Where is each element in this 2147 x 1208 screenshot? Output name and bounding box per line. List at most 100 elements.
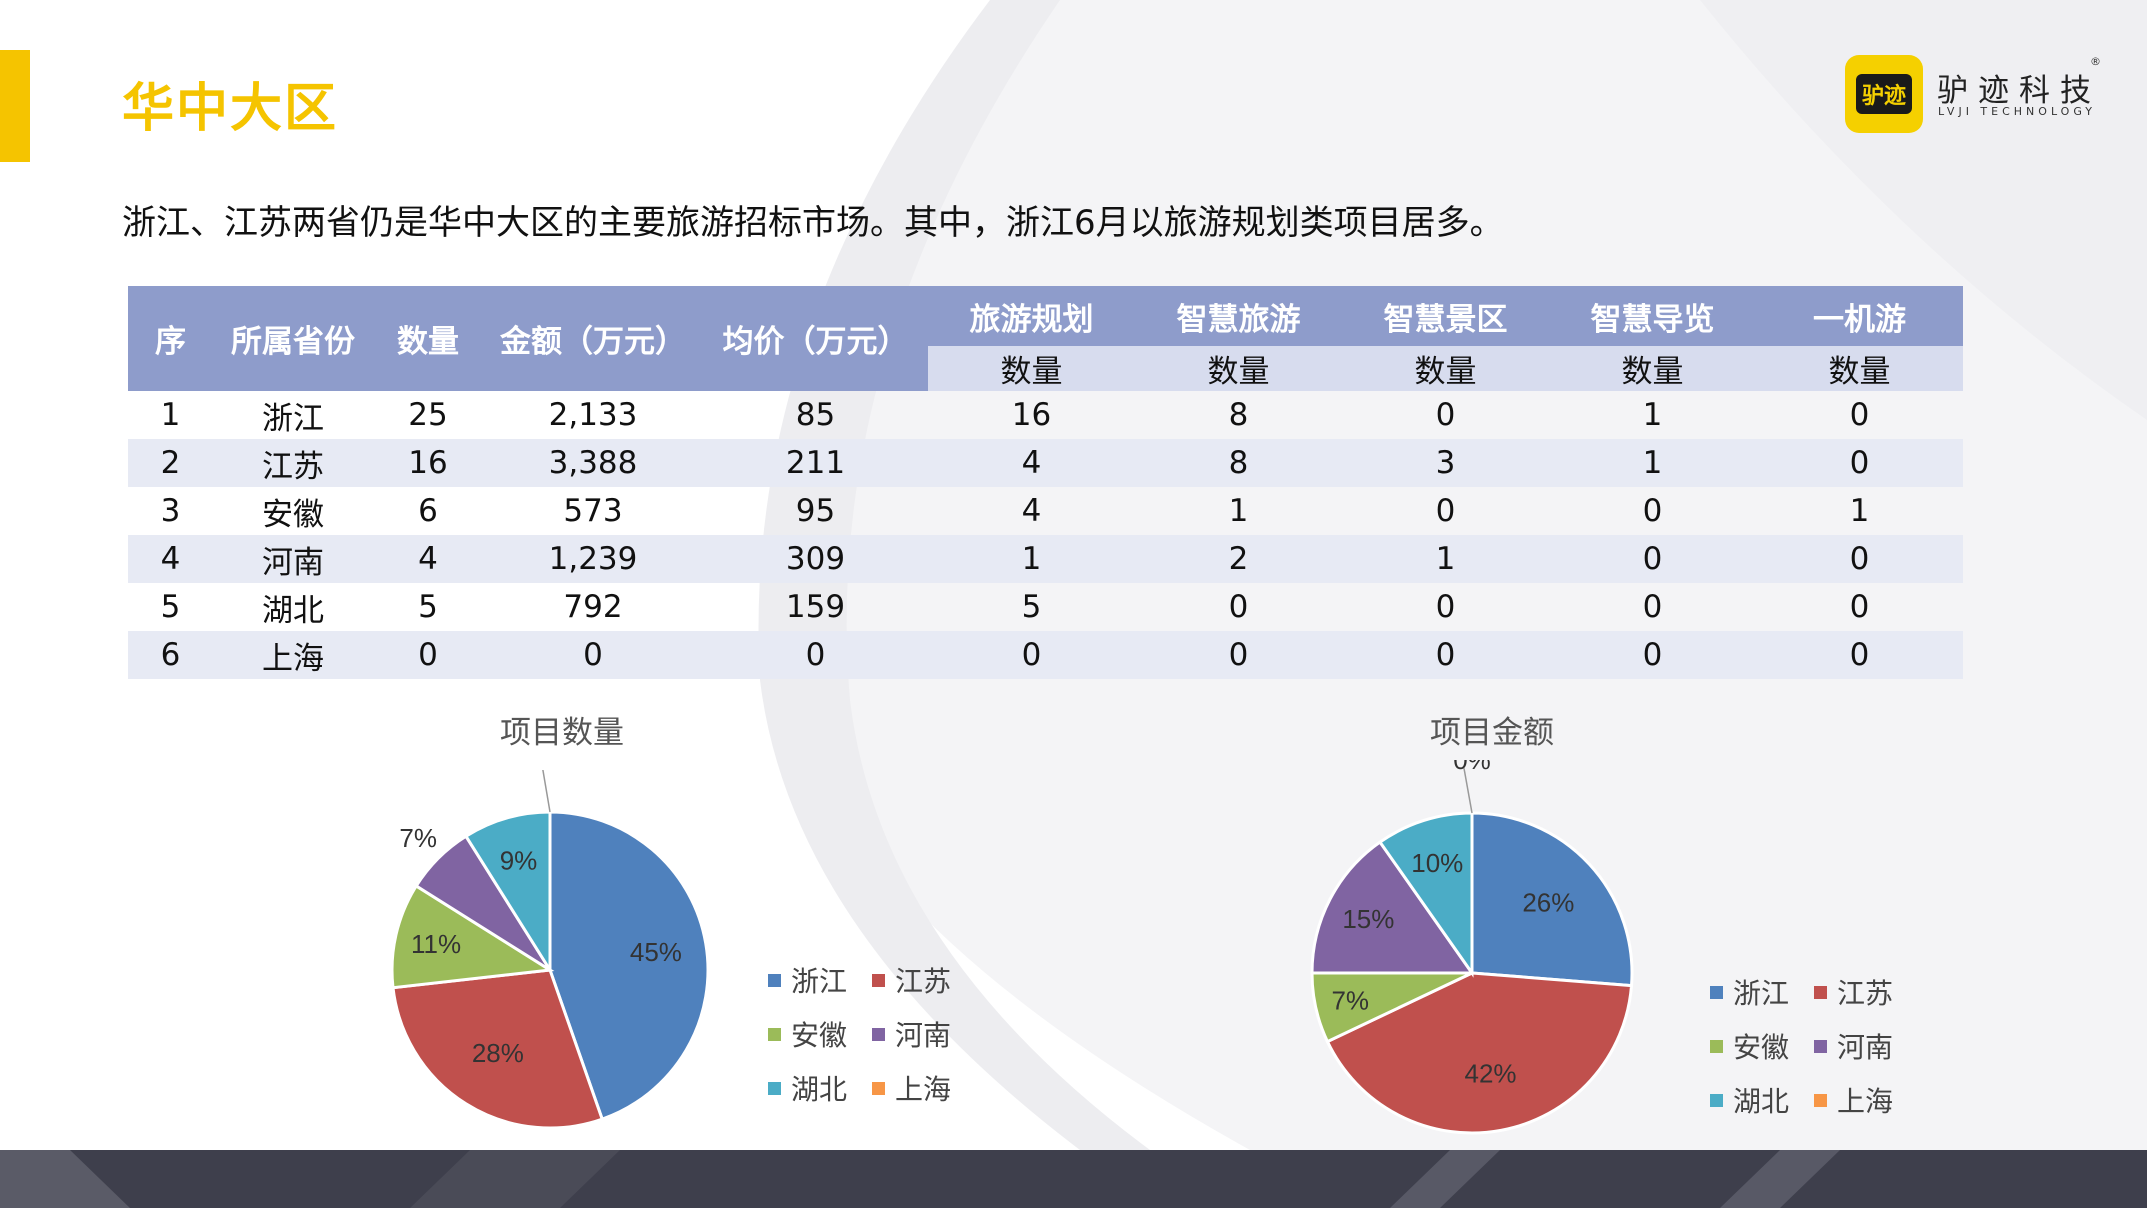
table-cell: 浙江	[262, 400, 324, 437]
pie-label: 28%	[472, 1038, 524, 1068]
legend-label: 江苏	[895, 965, 952, 998]
header-sub-count: 数量	[928, 346, 1135, 391]
legend-item: 上海	[1814, 1080, 1918, 1120]
pie-label: 7%	[1331, 985, 1369, 1015]
table-cell: 1	[1342, 535, 1549, 583]
table-cell: 0	[1849, 397, 1870, 433]
pie-label: 10%	[1411, 848, 1463, 878]
legend-swatch	[768, 973, 781, 987]
legend-item: 安徽	[1710, 1026, 1814, 1066]
legend-item: 河南	[1814, 1026, 1918, 1066]
logo-registered-mark: ®	[2090, 55, 2101, 68]
legend-swatch	[872, 1081, 885, 1095]
table-cell: 江苏	[213, 439, 373, 487]
legend-item: 浙江	[1710, 972, 1814, 1012]
table-cell: 0	[1549, 535, 1756, 583]
pie-label: 0%	[531, 770, 569, 772]
table-cell: 安徽	[262, 496, 324, 533]
table-cell: 2	[1135, 535, 1342, 583]
legend-label: 安徽	[791, 1019, 848, 1052]
table-row: 1 浙江 25 2,133 85 16 8 0 1 0	[128, 391, 1963, 439]
header-group-smart-tourism: 智慧旅游	[1135, 286, 1342, 346]
table-cell: 5	[1021, 589, 1042, 625]
legend-label: 浙江	[791, 965, 848, 998]
table-cell: 0	[1135, 631, 1342, 679]
legend-count: 浙江 江苏 安徽 河南 湖北 上海	[768, 960, 976, 1108]
table-cell: 0	[373, 631, 483, 679]
table-cell: 0	[1435, 397, 1456, 433]
pie-label: 7%	[399, 823, 437, 853]
table-cell: 1	[1642, 397, 1663, 433]
logo-name-cn: 驴迹科技	[1937, 73, 2101, 109]
pie-label: 42%	[1465, 1059, 1517, 1089]
table-cell: 0	[1756, 631, 1963, 679]
table-cell: 0	[1642, 589, 1663, 625]
legend-swatch	[1710, 1039, 1723, 1053]
logo-badge: 驴迹	[1845, 55, 1923, 133]
header-sub-count: 数量	[1549, 346, 1756, 391]
legend-label: 浙江	[1733, 977, 1790, 1010]
table-cell: 8	[1228, 397, 1249, 433]
legend-item: 江苏	[1814, 972, 1918, 1012]
province-table: 序 所属省份 数量 金额（万元） 均价（万元） 旅游规划 智慧旅游 智慧景区 智…	[128, 286, 1963, 679]
table-cell: 1	[928, 535, 1135, 583]
table-cell: 上海	[213, 631, 373, 679]
table-cell: 573	[563, 493, 623, 529]
table-cell: 4	[373, 535, 483, 583]
table-cell: 0	[928, 631, 1135, 679]
legend-swatch	[872, 1027, 885, 1041]
table-cell: 0	[1756, 535, 1963, 583]
pie-slice-0	[548, 810, 710, 1122]
legend-item: 江苏	[872, 960, 976, 1000]
header-sub-count: 数量	[1342, 346, 1549, 391]
table-cell: 85	[795, 397, 836, 433]
table-row: 5 湖北 5 792 159 5 0 0 0 0	[128, 583, 1963, 631]
table-row: 4 河南 4 1,239 309 1 2 1 0 0	[128, 535, 1963, 583]
header-count: 数量	[373, 286, 483, 391]
table-cell: 1,239	[483, 535, 703, 583]
table-cell: 16	[1011, 397, 1052, 433]
logo-badge-text: 驴迹	[1855, 74, 1912, 114]
legend-item: 浙江	[768, 960, 872, 1000]
table-cell: 0	[1549, 631, 1756, 679]
legend-swatch	[872, 973, 885, 987]
table-cell: 211	[703, 439, 928, 487]
pie-chart-count: 45% 28% 11% 7% 9% 0%	[390, 770, 710, 1130]
pie-slice-0	[1470, 811, 1634, 988]
header-sub-count: 数量	[1756, 346, 1963, 391]
table-cell: 16	[373, 439, 483, 487]
pie-label: 9%	[500, 846, 538, 876]
legend-item: 湖北	[1710, 1080, 1814, 1120]
table-cell: 309	[703, 535, 928, 583]
legend-label: 湖北	[1733, 1085, 1790, 1118]
table-cell: 3,388	[483, 439, 703, 487]
legend-item: 湖北	[768, 1068, 872, 1108]
legend-amount: 浙江 江苏 安徽 河南 湖北 上海	[1710, 972, 1918, 1120]
legend-swatch	[768, 1027, 781, 1041]
table-cell: 25	[408, 397, 448, 433]
table-cell: 3	[160, 493, 181, 529]
table-cell: 河南	[213, 535, 373, 583]
header-province: 所属省份	[213, 286, 373, 391]
pie-slice-1	[391, 968, 605, 1130]
header-group-smart-guide: 智慧导览	[1549, 286, 1756, 346]
table-cell: 159	[785, 589, 846, 625]
table-cell: 0	[1756, 439, 1963, 487]
table-cell: 5	[418, 589, 438, 625]
chart-title-amount: 项目金额	[1430, 715, 1554, 751]
table-cell: 0	[1435, 493, 1456, 529]
legend-label: 江苏	[1837, 977, 1894, 1010]
title-accent-bar	[0, 50, 30, 162]
page-title: 华中大区	[122, 79, 339, 139]
logo-name-en: LVJI TECHNOLOGY	[1938, 105, 2097, 118]
table-cell: 95	[795, 493, 836, 529]
pie-slice-2	[390, 883, 555, 990]
table-cell: 792	[563, 589, 623, 625]
table-cell: 0	[1642, 493, 1663, 529]
table-cell: 1	[1849, 493, 1870, 529]
pie-slice-1	[1325, 971, 1634, 1135]
chart-title-count: 项目数量	[500, 715, 624, 751]
pie-label: 11%	[411, 929, 461, 959]
legend-swatch	[1710, 985, 1723, 999]
table-cell: 6	[128, 631, 213, 679]
